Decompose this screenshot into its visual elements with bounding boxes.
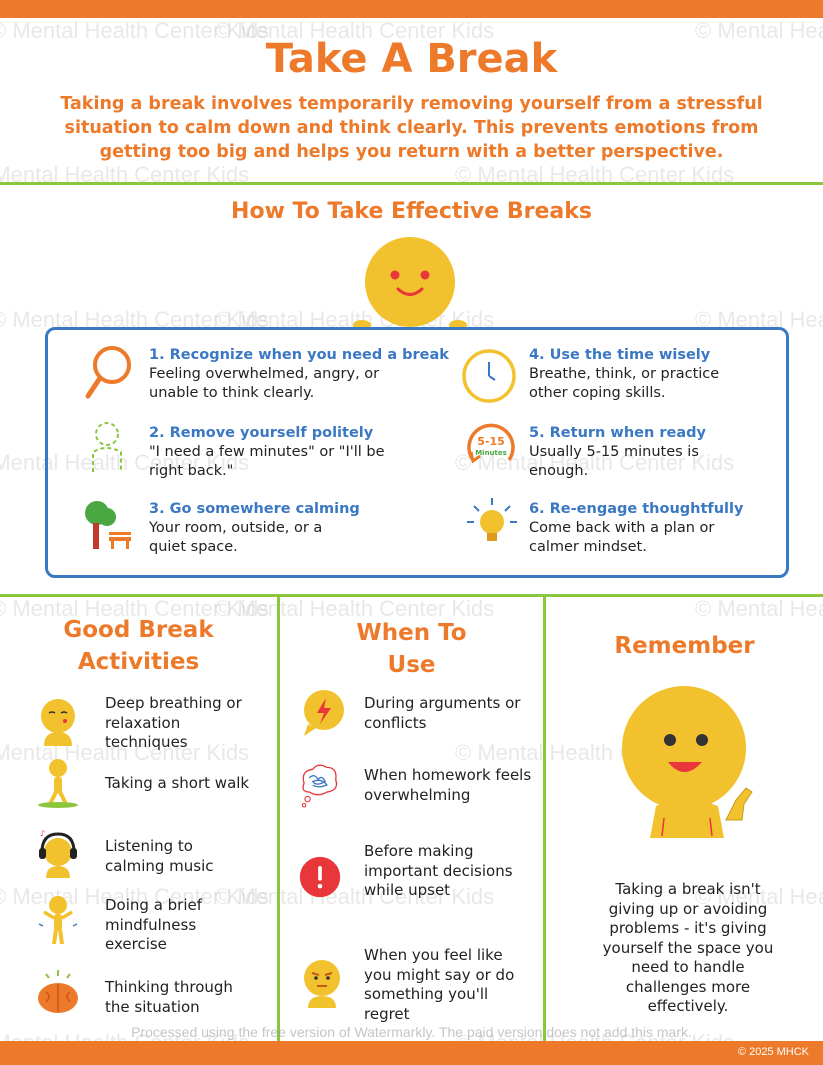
step-1: 1. Recognize when you need a break Feeli… [149,346,469,403]
list-item: When homework feels overwhelming [364,766,532,804]
title-line: Activities [77,649,200,675]
pointing-smiley-icon [622,686,753,838]
watermarkly-note: Processed using the free version of Wate… [131,1024,692,1040]
headphones-face-icon: ♪ [39,829,77,878]
good-activities-title: Good Break Activities [0,614,277,678]
copyright: © 2025 MHCK [737,1046,809,1058]
brain-icon [38,970,78,1013]
clock-icon [462,349,516,403]
section-divider [0,182,823,185]
column-divider [277,596,280,1041]
when-to-use-title: When To Use [280,617,543,681]
watermark: © Mental Health Center Kids [695,596,823,621]
step-title: 2. Remove yourself politely [149,425,374,441]
tree-bench-icon [85,501,131,549]
step-description: Feeling overwhelmed, angry, or unable to… [149,366,380,401]
intro-text: Taking a break involves temporarily remo… [60,94,763,162]
remember-title: Remember [614,633,755,659]
walking-figure-icon [38,759,78,808]
step-4: 4. Use the time wisely Breathe, think, o… [529,346,823,403]
upset-face-icon [304,960,340,1008]
list-item: When you feel like you might say or do s… [364,946,515,1023]
timer-unit: Minutes [475,449,507,457]
section-divider [0,594,823,597]
scribble-thought-icon [301,764,338,808]
step-2: 2. Remove yourself politely "I need a fe… [149,424,469,481]
step-description: Come back with a plan or calmer mindset. [529,520,715,555]
title-line: Use [387,652,436,678]
how-to-title: How To Take Effective Breaks [231,199,592,224]
list-item: Deep breathing or relaxation techniques [105,694,242,751]
magnifying-glass-icon [85,346,131,399]
lightbulb-icon [467,498,517,541]
list-item: Doing a brief mindfulness exercise [105,896,203,953]
step-title: 6. Re-engage thoughtfully [529,501,744,517]
step-description: Breathe, think, or practice other coping… [529,366,720,401]
list-item: Taking a short walk [105,774,250,792]
step-title: 3. Go somewhere calming [149,501,360,517]
steps-panel [45,327,789,578]
page-title: Take A Break [265,36,558,82]
remember-text: Taking a break isn't giving up or avoidi… [602,880,774,1015]
step-description: "I need a few minutes" or "I'll be right… [149,444,385,479]
column-divider [543,596,546,1041]
bottom-accent-bar [0,1041,823,1065]
step-title: 1. Recognize when you need a break [149,347,449,363]
step-6: 6. Re-engage thoughtfully Come back with… [529,500,823,557]
step-description: Your room, outside, or a quiet space. [149,520,323,555]
step-3: 3. Go somewhere calming Your room, outsi… [149,500,469,557]
peeking-smiley-icon [353,237,467,330]
step-5: 5. Return when ready Usually 5-15 minute… [529,424,823,481]
list-item: Before making important decisions while … [364,842,513,899]
timer-label: 5-15 [477,435,505,448]
step-title: 4. Use the time wisely [529,347,711,363]
step-description: Usually 5-15 minutes is enough. [529,444,699,479]
dashed-figure-icon [92,422,122,472]
list-item: Thinking through the situation [105,978,233,1016]
title-line: Good Break [63,617,214,643]
step-title: 5. Return when ready [529,425,706,441]
lightning-speech-icon [304,690,344,736]
meditating-figure-icon [38,896,78,944]
title-line: When To [356,620,467,646]
svg-text:♪: ♪ [40,829,45,838]
timer-icon: 5-15 Minutes [463,420,519,476]
top-accent-bar [0,0,823,18]
breathing-face-icon [41,699,75,746]
list-item: Listening to calming music [105,837,214,875]
list-item: During arguments or conflicts [364,694,521,732]
alert-icon [299,856,341,898]
